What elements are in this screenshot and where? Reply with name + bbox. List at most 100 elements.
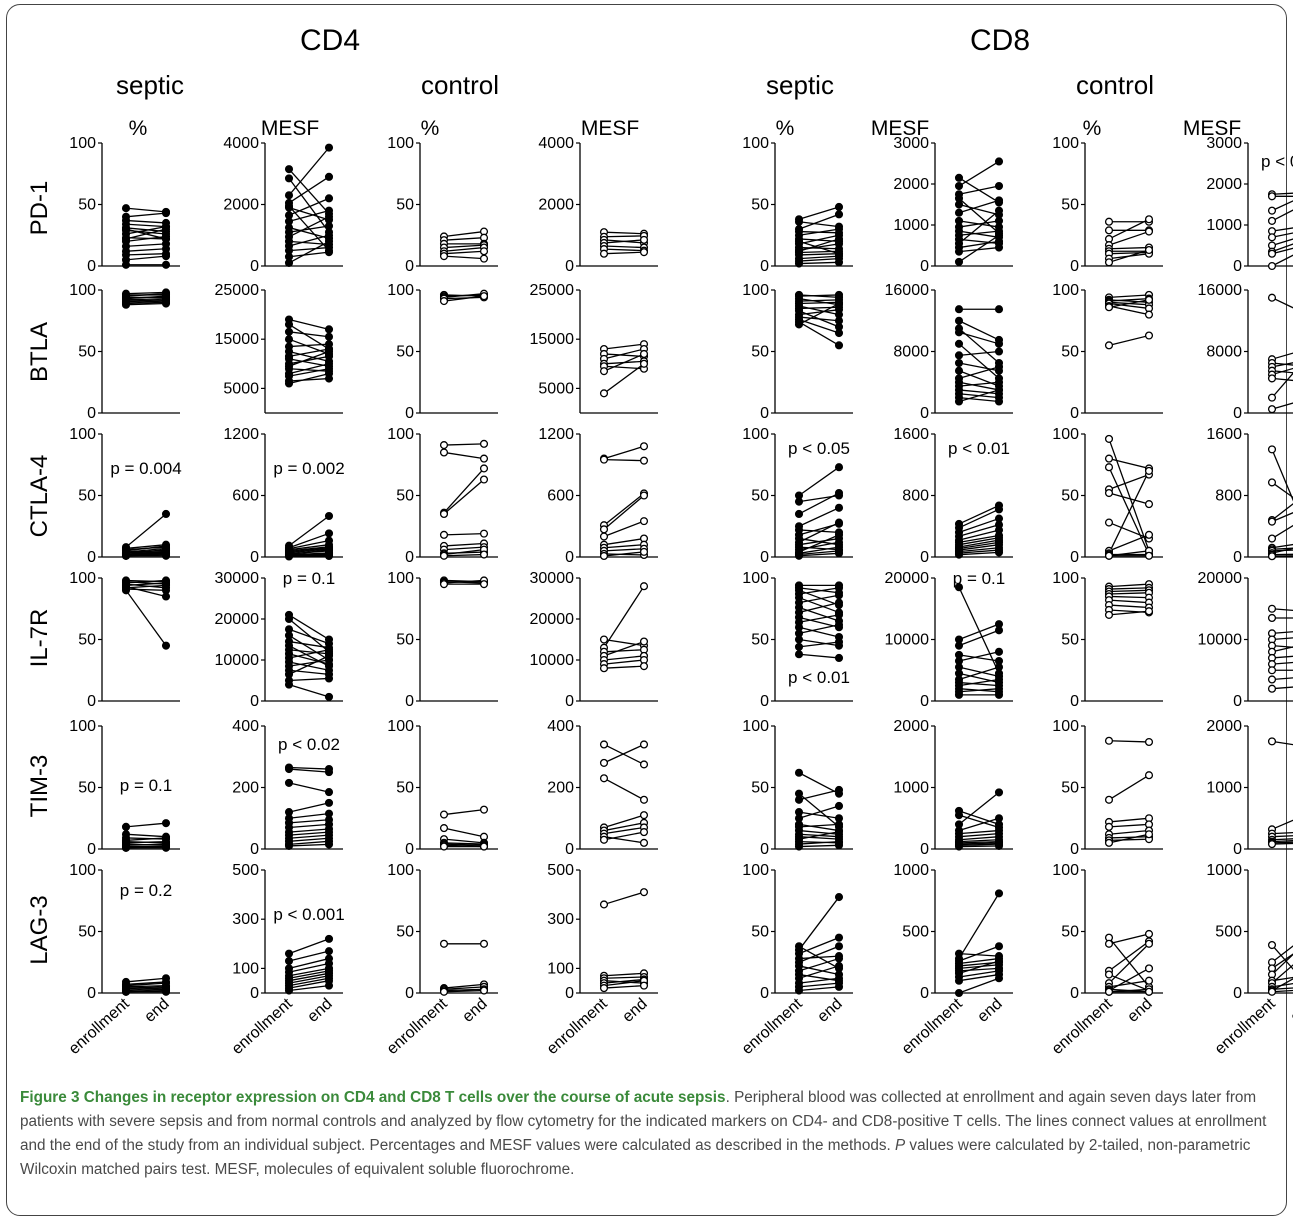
pair-line	[1271, 370, 1293, 374]
data-point	[324, 768, 334, 777]
pair-line	[1108, 838, 1150, 842]
y-tick-label: 0	[87, 258, 96, 275]
pair-line	[1108, 967, 1150, 992]
x-label-end: end	[814, 995, 845, 1026]
panel-pd-1-cd8-septic-pct: 0 50 100	[742, 135, 853, 275]
data-point	[284, 778, 294, 787]
data-point	[121, 204, 131, 213]
y-tick-label: 200	[232, 780, 259, 797]
data-point	[994, 196, 1004, 205]
data-point	[639, 981, 649, 990]
data-point	[324, 511, 334, 521]
data-point	[284, 201, 294, 211]
pair-line	[1108, 583, 1150, 588]
data-point	[284, 956, 294, 966]
pair-line	[1271, 512, 1293, 523]
y-tick-label: 0	[565, 258, 574, 275]
y-tick-label: 0	[1070, 841, 1079, 858]
y-tick-label: 0	[1070, 258, 1079, 275]
panel-pd-1-cd8-control-mesf: 0 1000 2000 3000 p < 0.05	[1206, 135, 1293, 275]
pair-line	[958, 246, 1000, 253]
pair-line	[125, 212, 167, 218]
data-point	[1144, 771, 1154, 780]
pair-line	[798, 594, 840, 604]
pair-line	[1271, 372, 1293, 399]
pair-line	[288, 363, 330, 375]
y-tick-label: 1200	[223, 426, 259, 443]
y-tick-label: 100	[387, 862, 414, 879]
y-tick-label: 100	[1052, 570, 1079, 587]
pair-line	[1271, 740, 1293, 746]
pair-line	[288, 823, 330, 829]
data-point	[994, 182, 1004, 191]
data-point	[1104, 822, 1114, 831]
pair-line	[958, 623, 1000, 641]
y-tick-label: 300	[232, 911, 259, 928]
pair-line	[288, 653, 330, 665]
data-point	[599, 984, 609, 993]
row-label-lag-3: LAG-3	[26, 895, 53, 964]
pair-line	[798, 896, 840, 951]
pair-line	[288, 782, 330, 793]
y-tick-label: 0	[250, 841, 259, 858]
panel-lag-3-cd8-septic-mesf: 0 500 1000	[893, 862, 1013, 1002]
pair-line	[958, 845, 1000, 848]
pair-line	[1108, 218, 1150, 240]
pair-line	[125, 579, 167, 584]
y-tick-label: 50	[78, 780, 96, 797]
data-point	[994, 942, 1004, 951]
y-tick-label: 0	[760, 985, 769, 1002]
data-point	[439, 824, 449, 833]
pair-line	[1271, 247, 1293, 255]
pair-line	[958, 654, 1000, 662]
data-point	[1104, 488, 1114, 498]
panel-lag-3-cd8-control-pct: 0 50 100	[1052, 862, 1163, 1002]
data-point	[994, 157, 1004, 166]
pair-line	[603, 239, 645, 244]
pair-line	[603, 665, 645, 669]
pair-line	[958, 832, 1000, 838]
y-tick-label: 50	[396, 924, 414, 941]
pair-line	[288, 683, 330, 698]
pair-line	[1271, 631, 1293, 634]
pair-line	[288, 546, 330, 552]
y-tick-label: 0	[250, 985, 259, 1002]
panel-ctla-4-cd4-control-pct: 0 50 100	[387, 426, 498, 566]
data-point	[161, 509, 171, 519]
data-point	[439, 509, 449, 519]
pair-line	[288, 515, 330, 547]
pair-line	[1108, 587, 1150, 590]
pair-line	[288, 168, 330, 215]
pair-line	[288, 539, 330, 550]
data-point	[639, 582, 649, 591]
pair-line	[1108, 604, 1150, 609]
pair-line	[798, 221, 840, 228]
y-tick-label: 50	[396, 488, 414, 505]
pair-line	[1271, 989, 1293, 993]
pair-line	[1271, 842, 1293, 845]
y-tick-label: 600	[547, 488, 574, 505]
y-tick-label: 100	[69, 426, 96, 443]
data-point	[954, 358, 964, 368]
data-point	[1104, 736, 1114, 745]
y-tick-label: 2000	[893, 176, 929, 193]
panel-btla-cd4-control-pct: 0 50 100	[387, 282, 498, 422]
data-point	[439, 448, 449, 457]
data-point	[324, 237, 334, 246]
data-point	[994, 663, 1004, 672]
data-point	[324, 325, 334, 334]
pair-line	[288, 246, 330, 252]
pair-line	[288, 831, 330, 836]
panel-tim-3-cd4-septic-mesf: 0 200 400 p < 0.02	[232, 718, 343, 858]
y-tick-label: 0	[760, 258, 769, 275]
pair-line	[798, 546, 840, 554]
pair-line	[1271, 982, 1293, 988]
pair-line	[1108, 610, 1150, 616]
pair-line	[798, 213, 840, 230]
y-tick-label: 10000	[215, 652, 260, 669]
data-point	[121, 987, 131, 996]
pair-line	[1271, 200, 1293, 212]
pair-line	[125, 545, 167, 552]
pair-line	[1108, 817, 1150, 823]
y-tick-label: 100	[69, 718, 96, 735]
